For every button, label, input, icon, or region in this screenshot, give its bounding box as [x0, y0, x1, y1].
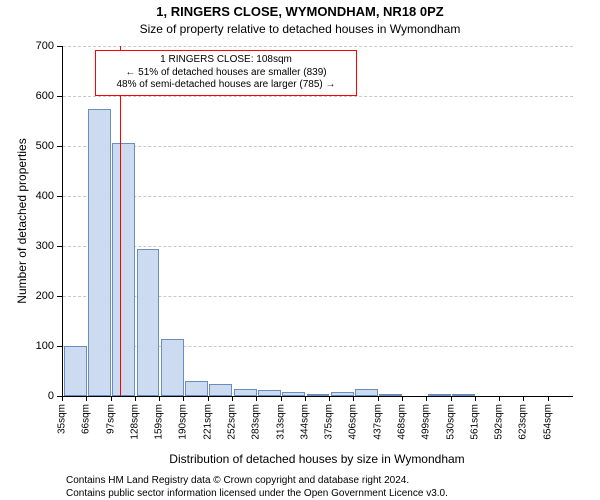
x-tick-mark — [426, 396, 427, 401]
x-tick-mark — [62, 396, 63, 401]
bar — [428, 394, 451, 396]
chart-subtitle: Size of property relative to detached ho… — [0, 22, 600, 36]
y-tick-label: 600 — [30, 90, 54, 102]
x-tick-label: 530sqm — [445, 404, 456, 444]
bar — [161, 339, 184, 397]
x-tick-mark — [135, 396, 136, 401]
annotation-line: 1 RINGERS CLOSE: 108sqm — [102, 54, 350, 67]
grid-line — [63, 146, 573, 147]
x-tick-mark — [378, 396, 379, 401]
bar — [379, 394, 402, 396]
y-tick-label: 100 — [30, 340, 54, 352]
x-tick-label: 468sqm — [397, 404, 408, 444]
x-tick-mark — [329, 396, 330, 401]
x-tick-label: 654sqm — [542, 404, 553, 444]
y-tick-mark — [57, 196, 62, 197]
x-tick-mark — [353, 396, 354, 401]
y-tick-label: 0 — [30, 390, 54, 402]
grid-line — [63, 96, 573, 97]
copyright-notice: Contains HM Land Registry data © Crown c… — [66, 474, 448, 500]
annotation-line: 48% of semi-detached houses are larger (… — [102, 79, 350, 92]
bar — [307, 394, 330, 396]
x-tick-mark — [159, 396, 160, 401]
plot-area — [62, 46, 573, 397]
annotation-line: ← 51% of detached houses are smaller (83… — [102, 67, 350, 80]
bar — [452, 394, 475, 396]
x-tick-mark — [208, 396, 209, 401]
chart-title: 1, RINGERS CLOSE, WYMONDHAM, NR18 0PZ — [0, 4, 600, 19]
y-tick-label: 400 — [30, 190, 54, 202]
y-tick-mark — [57, 146, 62, 147]
grid-line — [63, 46, 573, 47]
x-tick-mark — [548, 396, 549, 401]
y-tick-label: 500 — [30, 140, 54, 152]
copyright-line: Contains public sector information licen… — [66, 487, 448, 500]
bar — [88, 109, 111, 397]
x-tick-label: 437sqm — [372, 404, 383, 444]
y-tick-mark — [57, 296, 62, 297]
bar — [234, 389, 257, 396]
x-tick-label: 97sqm — [105, 404, 116, 444]
bar — [331, 392, 354, 396]
x-tick-label: 35sqm — [57, 404, 68, 444]
x-tick-label: 406sqm — [348, 404, 359, 444]
marker-line — [120, 46, 121, 396]
bar — [64, 346, 87, 396]
x-tick-label: 190sqm — [178, 404, 189, 444]
x-tick-mark — [111, 396, 112, 401]
x-tick-label: 561sqm — [469, 404, 480, 444]
x-tick-label: 313sqm — [275, 404, 286, 444]
x-tick-mark — [183, 396, 184, 401]
y-tick-mark — [57, 96, 62, 97]
x-tick-mark — [256, 396, 257, 401]
x-tick-label: 66sqm — [81, 404, 92, 444]
x-tick-label: 623sqm — [518, 404, 529, 444]
grid-line — [63, 196, 573, 197]
x-tick-label: 159sqm — [154, 404, 165, 444]
x-tick-label: 375sqm — [324, 404, 335, 444]
x-tick-mark — [86, 396, 87, 401]
y-tick-mark — [57, 46, 62, 47]
bar — [258, 390, 281, 396]
annotation-box: 1 RINGERS CLOSE: 108sqm← 51% of detached… — [95, 50, 357, 96]
x-tick-label: 252sqm — [227, 404, 238, 444]
bar — [355, 389, 378, 397]
x-axis-label: Distribution of detached houses by size … — [62, 452, 572, 466]
x-tick-mark — [475, 396, 476, 401]
x-tick-label: 283sqm — [251, 404, 262, 444]
y-tick-mark — [57, 346, 62, 347]
bar — [185, 381, 208, 396]
y-tick-mark — [57, 246, 62, 247]
grid-line — [63, 246, 573, 247]
x-tick-mark — [305, 396, 306, 401]
x-tick-mark — [402, 396, 403, 401]
x-tick-mark — [451, 396, 452, 401]
x-tick-mark — [281, 396, 282, 401]
x-tick-label: 221sqm — [202, 404, 213, 444]
y-axis-label: Number of detached properties — [15, 138, 29, 303]
bar — [112, 143, 135, 396]
copyright-line: Contains HM Land Registry data © Crown c… — [66, 474, 448, 487]
x-tick-mark — [523, 396, 524, 401]
y-tick-label: 300 — [30, 240, 54, 252]
x-tick-mark — [499, 396, 500, 401]
x-tick-label: 344sqm — [299, 404, 310, 444]
bar — [282, 392, 305, 396]
bar — [137, 249, 160, 397]
x-tick-label: 592sqm — [494, 404, 505, 444]
x-tick-label: 499sqm — [421, 404, 432, 444]
bar — [209, 384, 232, 397]
y-tick-label: 700 — [30, 40, 54, 52]
x-tick-mark — [232, 396, 233, 401]
x-tick-label: 128sqm — [129, 404, 140, 444]
y-tick-label: 200 — [30, 290, 54, 302]
